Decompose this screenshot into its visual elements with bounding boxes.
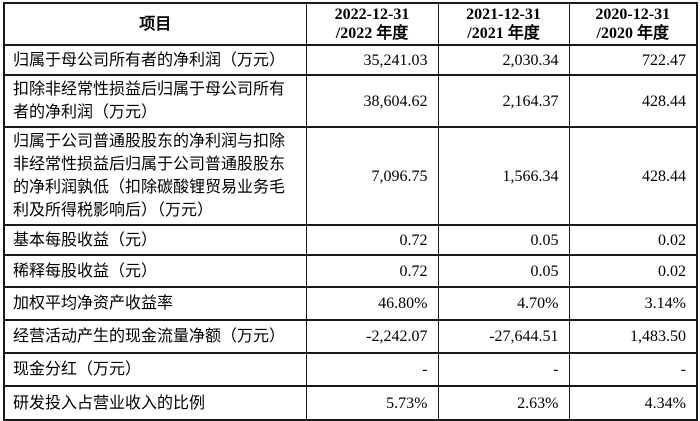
row-label: 现金分红（万元）: [3, 352, 307, 387]
table-row: 稀释每股收益（元） 0.72 0.05 0.02: [3, 254, 698, 288]
column-header-2022: 2022-12-31 /2022 年度: [305, 2, 439, 46]
cell-value: 0.72: [305, 224, 439, 256]
cell-value: 428.44: [568, 74, 698, 128]
table-row: 扣除非经常性损益后归属于母公司所有者的净利润（万元） 38,604.62 2,1…: [3, 74, 698, 128]
table-row: 归属于公司普通股股东的净利润与扣除非经常性损益后归属于公司普通股股东的净利润孰低…: [3, 126, 698, 226]
table-header-row: 项目 2022-12-31 /2022 年度 2021-12-31 /2021 …: [3, 2, 698, 46]
cell-value: 46.80%: [305, 286, 439, 321]
table-row: 归属于母公司所有者的净利润（万元） 35,241.03 2,030.34 722…: [3, 44, 698, 76]
table-row: 经营活动产生的现金流量净额（万元） -2,242.07 -27,644.51 1…: [3, 319, 698, 354]
cell-value: 7,096.75: [305, 126, 439, 226]
cell-value: 38,604.62: [305, 74, 439, 128]
period-date: 2020-12-31: [595, 6, 671, 23]
row-label: 扣除非经常性损益后归属于母公司所有者的净利润（万元）: [3, 74, 307, 128]
column-header-item: 项目: [3, 2, 307, 46]
cell-value: -: [305, 352, 439, 387]
cell-value: 35,241.03: [305, 44, 439, 76]
table-row: 现金分红（万元） - - -: [3, 352, 698, 387]
table-row: 加权平均净资产收益率 46.80% 4.70% 3.14%: [3, 286, 698, 321]
cell-value: 722.47: [568, 44, 698, 76]
period-year: /2020 年度: [596, 25, 669, 42]
cell-value: 4.70%: [437, 286, 570, 321]
row-label: 稀释每股收益（元）: [3, 254, 307, 288]
column-header-2020: 2020-12-31 /2020 年度: [568, 2, 698, 46]
cell-value: -: [568, 352, 698, 387]
row-label: 基本每股收益（元）: [3, 224, 307, 256]
period-date: 2021-12-31: [466, 6, 541, 23]
row-label: 归属于母公司所有者的净利润（万元）: [3, 44, 307, 76]
row-label: 加权平均净资产收益率: [3, 286, 307, 321]
cell-value: 1,483.50: [568, 319, 698, 354]
cell-value: 0.72: [305, 254, 439, 288]
period-year: /2022 年度: [335, 25, 409, 42]
period-year: /2021 年度: [467, 25, 540, 42]
cell-value: 0.02: [568, 254, 698, 288]
cell-value: -27,644.51: [437, 319, 570, 354]
cell-value: 0.02: [568, 224, 698, 256]
period-date: 2022-12-31: [334, 6, 410, 23]
column-header-2021: 2021-12-31 /2021 年度: [437, 2, 570, 46]
cell-value: -: [437, 352, 570, 387]
cell-value: 3.14%: [568, 286, 698, 321]
row-label: 经营活动产生的现金流量净额（万元）: [3, 319, 307, 354]
cell-value: 0.05: [437, 254, 570, 288]
cell-value: 428.44: [568, 126, 698, 226]
cell-value: 1,566.34: [437, 126, 570, 226]
table-row: 基本每股收益（元） 0.72 0.05 0.02: [3, 224, 698, 256]
cell-value: 2,164.37: [437, 74, 570, 128]
row-label: 归属于公司普通股股东的净利润与扣除非经常性损益后归属于公司普通股股东的净利润孰低…: [3, 126, 307, 226]
cell-value: 2,030.34: [437, 44, 570, 76]
financial-summary-table: 项目 2022-12-31 /2022 年度 2021-12-31 /2021 …: [3, 2, 698, 421]
cell-value: 0.05: [437, 224, 570, 256]
cell-value: -2,242.07: [305, 319, 439, 354]
